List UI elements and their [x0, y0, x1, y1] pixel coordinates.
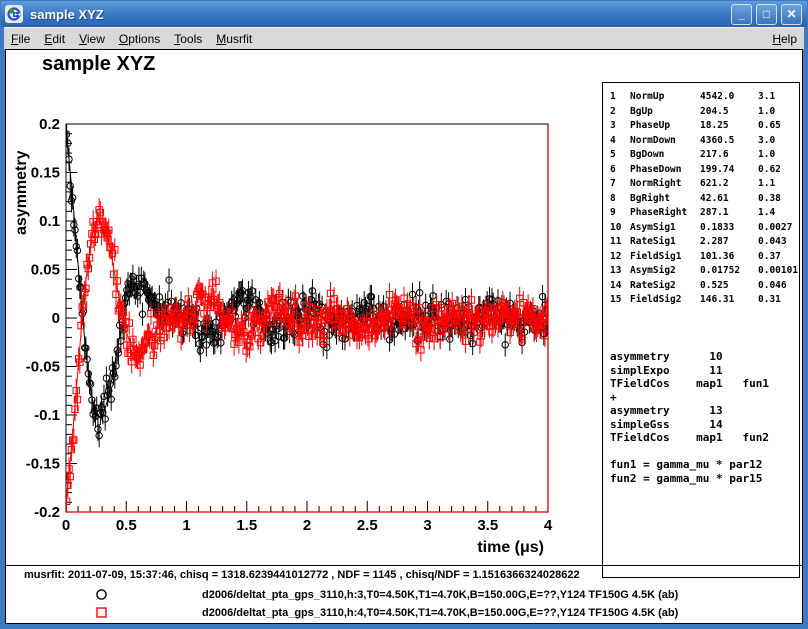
svg-text:++: ++: [14, 13, 21, 19]
svg-text:1.5: 1.5: [236, 517, 257, 534]
svg-text:-0.05: -0.05: [26, 359, 60, 376]
svg-text:-0.1: -0.1: [34, 407, 60, 424]
window-title: sample XYZ: [30, 7, 104, 22]
theory-line: TFieldCos map1 fun2: [610, 431, 799, 445]
param-row: 15FieldSig2146.310.31: [603, 293, 799, 308]
legend-row: d2006/deltat_pta_gps_3110,h:3,T0=4.50K,T…: [6, 588, 802, 603]
svg-text:0.1: 0.1: [39, 213, 60, 230]
circle-marker-icon: [95, 588, 108, 606]
svg-text:0.15: 0.15: [31, 165, 60, 182]
square-marker-icon: [95, 606, 108, 624]
svg-text:0: 0: [52, 310, 60, 327]
legend-row: d2006/deltat_pta_gps_3110,h:4,T0=4.50K,T…: [6, 606, 802, 621]
legend-label: d2006/deltat_pta_gps_3110,h:4,T0=4.50K,T…: [202, 607, 678, 619]
theory-box: asymmetry 10simplExpo 11TFieldCos map1 f…: [602, 337, 800, 578]
svg-text:4: 4: [544, 517, 553, 534]
param-row: 1NormUp4542.03.1: [603, 90, 799, 105]
menu-item-view[interactable]: View: [72, 30, 112, 48]
legend-label: d2006/deltat_pta_gps_3110,h:3,T0=4.50K,T…: [202, 589, 678, 601]
theory-line: simpleGss 14: [610, 418, 799, 432]
menu-item-tools[interactable]: Tools: [167, 30, 209, 48]
menu-item-help[interactable]: Help: [765, 30, 804, 48]
menu-item-edit[interactable]: Edit: [37, 30, 72, 48]
menu-item-musrfit[interactable]: Musrfit: [209, 30, 259, 48]
svg-text:0.5: 0.5: [116, 517, 137, 534]
root-app-icon: ++: [5, 5, 23, 23]
svg-text:0: 0: [62, 517, 70, 534]
theory-line: fun1 = gamma_mu * par12: [610, 458, 799, 472]
param-row: 3PhaseUp18.250.65: [603, 119, 799, 134]
svg-text:3.5: 3.5: [477, 517, 498, 534]
param-row: 10AsymSig10.18330.0027: [603, 221, 799, 236]
param-row: 7NormRight621.21.1: [603, 177, 799, 192]
svg-text:-0.2: -0.2: [34, 504, 60, 521]
root-canvas[interactable]: sample XYZ 00.511.522.533.54-0.2-0.15-0.…: [5, 49, 803, 624]
svg-text:asymmetry: asymmetry: [13, 150, 30, 235]
svg-text:2.5: 2.5: [357, 517, 378, 534]
param-row: 13AsymSig20.017520.00101: [603, 264, 799, 279]
svg-text:-0.15: -0.15: [26, 456, 60, 473]
minimize-button-icon[interactable]: _: [731, 4, 752, 25]
maximize-button-icon[interactable]: □: [756, 4, 777, 25]
menu-items: FileEditViewOptionsToolsMusrfit: [4, 30, 259, 48]
theory-line: TFieldCos map1 fun1: [610, 377, 799, 391]
svg-text:2: 2: [303, 517, 311, 534]
svg-text:0.05: 0.05: [31, 262, 60, 279]
theory-line: asymmetry 10: [610, 350, 799, 364]
menu-item-options[interactable]: Options: [112, 30, 167, 48]
svg-text:0.2: 0.2: [39, 116, 60, 133]
app-window: ++ sample XYZ _ □ ✕ FileEditViewOptionsT…: [0, 0, 808, 629]
svg-text:1: 1: [182, 517, 190, 534]
svg-text:time (μs): time (μs): [477, 539, 544, 556]
theory-line: fun2 = gamma_mu * par15: [610, 472, 799, 486]
theory-line: asymmetry 13: [610, 404, 799, 418]
fit-status-line: musrfit: 2011-07-09, 15:37:46, chisq = 1…: [24, 569, 580, 581]
menu-item-file[interactable]: File: [4, 30, 37, 48]
param-row: 6PhaseDown199.740.62: [603, 163, 799, 178]
parameter-table: 1NormUp4542.03.12BgUp204.51.03PhaseUp18.…: [602, 82, 800, 346]
param-row: 8BgRight42.610.38: [603, 192, 799, 207]
theory-line: [610, 445, 799, 459]
param-row: 5BgDown217.61.0: [603, 148, 799, 163]
menu-bar: FileEditViewOptionsToolsMusrfit Help: [4, 27, 804, 50]
param-row: 12FieldSig1101.360.37: [603, 250, 799, 265]
param-row: 4NormDown4360.53.0: [603, 134, 799, 149]
param-row: 9PhaseRight287.11.4: [603, 206, 799, 221]
title-bar[interactable]: ++ sample XYZ _ □ ✕: [1, 1, 807, 27]
footer-separator: [6, 565, 802, 566]
theory-line: +: [610, 391, 799, 405]
param-row: 14RateSig20.5250.046: [603, 279, 799, 294]
theory-line: simplExpo 11: [610, 364, 799, 378]
param-row: 2BgUp204.51.0: [603, 105, 799, 120]
svg-text:3: 3: [423, 517, 431, 534]
param-row: 11RateSig12.2870.043: [603, 235, 799, 250]
close-button-icon[interactable]: ✕: [781, 4, 802, 25]
